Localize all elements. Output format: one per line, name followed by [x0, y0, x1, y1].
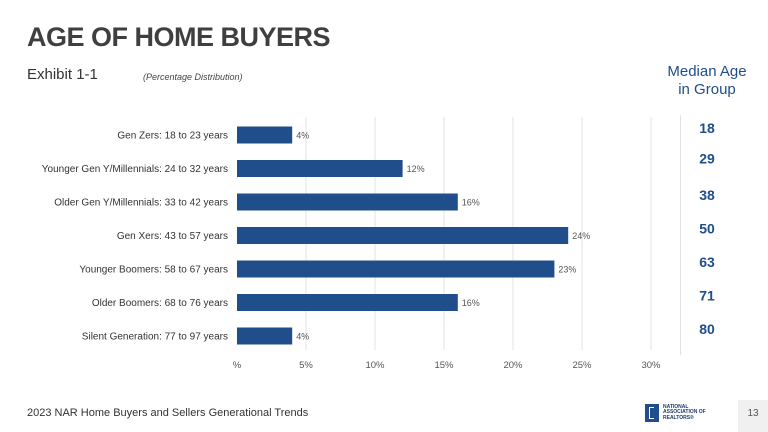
column-divider — [680, 115, 681, 355]
bar — [237, 327, 293, 345]
median-age-value: 18 — [699, 120, 715, 136]
median-age-header-line2: in Group — [678, 81, 736, 98]
x-tick-label: 30% — [641, 360, 661, 371]
x-tick-label: 25% — [572, 360, 592, 371]
bar-value-label: 4% — [296, 332, 309, 342]
median-age-value: 38 — [699, 187, 715, 203]
logo-text: NATIONAL ASSOCIATION OF REALTORS® — [663, 403, 706, 422]
bar-value-label: 12% — [407, 164, 425, 174]
bar — [237, 294, 458, 311]
logo-line1: NATIONAL — [663, 403, 689, 410]
bar-value-label: 24% — [572, 231, 590, 241]
bars — [237, 126, 569, 345]
x-tick-label: % — [233, 360, 242, 371]
median-age-header: Median Age in Group — [650, 63, 764, 99]
x-tick-label: 15% — [434, 360, 454, 371]
bar — [237, 260, 555, 278]
page-number: 13 — [738, 400, 768, 432]
category-label: Older Boomers: 68 to 76 years — [92, 298, 228, 309]
bar — [237, 126, 293, 144]
chart-subtitle: (Percentage Distribution) — [143, 72, 243, 82]
median-age-value: 80 — [699, 321, 715, 337]
logo-line3: REALTORS® — [663, 414, 694, 421]
category-label: Younger Boomers: 58 to 67 years — [79, 265, 228, 276]
bar — [237, 160, 403, 177]
page-title: AGE OF HOME BUYERS — [27, 22, 331, 52]
bar-value-label: 23% — [558, 265, 576, 275]
median-age-value: 29 — [699, 151, 715, 167]
median-age-value: 71 — [699, 288, 715, 304]
median-age-value: 63 — [699, 254, 715, 270]
x-tick-label: 20% — [503, 360, 523, 371]
bar-value-label: 4% — [296, 131, 309, 141]
x-tick-label: 10% — [365, 360, 385, 371]
x-tick-label: 5% — [299, 360, 313, 371]
median-age-value: 50 — [699, 221, 715, 237]
nar-logo: NATIONAL ASSOCIATION OF REALTORS® — [645, 404, 706, 422]
category-label: Gen Xers: 43 to 57 years — [117, 231, 228, 242]
median-age-header-line1: Median Age — [667, 63, 747, 80]
category-label: Younger Gen Y/Millennials: 24 to 32 year… — [42, 164, 228, 175]
source-footer: 2023 NAR Home Buyers and Sellers Generat… — [27, 407, 309, 419]
bar-value-label: 16% — [462, 198, 480, 208]
category-label: Gen Zers: 18 to 23 years — [117, 131, 228, 142]
bar-value-label: 16% — [462, 298, 480, 308]
labels: % 5% 10% 15% 20% 25% 30% Gen Zers: 18 to 23 yea… — [42, 120, 715, 371]
bar — [237, 193, 458, 211]
realtor-r-icon — [645, 404, 659, 422]
exhibit-label: Exhibit 1-1 — [27, 66, 98, 83]
bar — [237, 227, 569, 244]
category-label: Silent Generation: 77 to 97 years — [82, 332, 228, 343]
category-label: Older Gen Y/Millennials: 33 to 42 years — [54, 198, 228, 209]
logo-line2: ASSOCIATION OF — [663, 409, 706, 416]
